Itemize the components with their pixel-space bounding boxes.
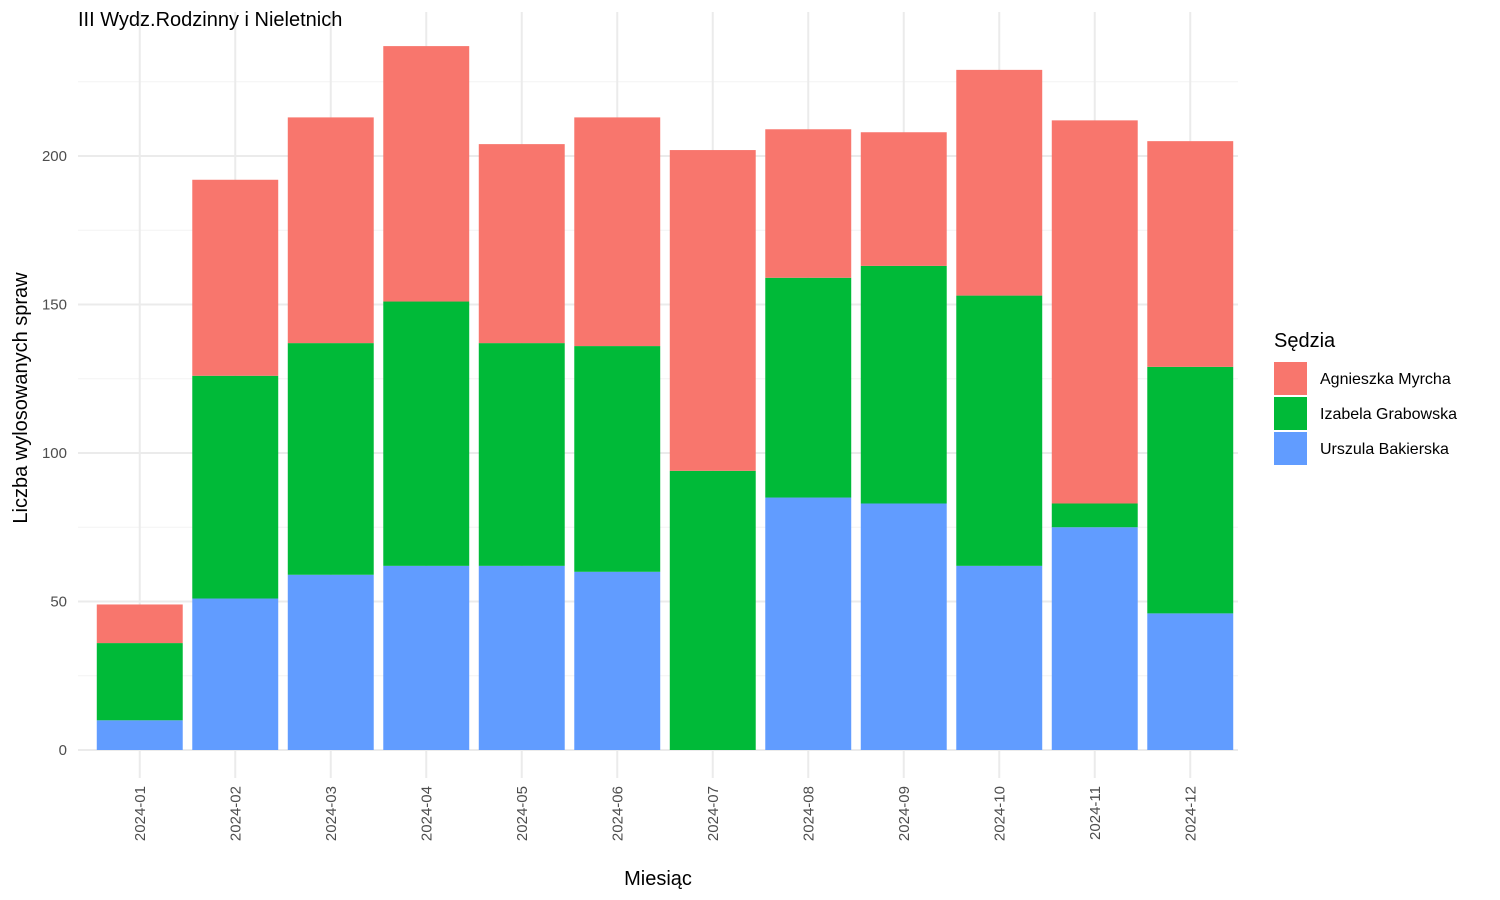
legend-title: Sędzia	[1274, 330, 1336, 352]
y-axis-title: Liczba wylosowanych spraw	[10, 272, 32, 524]
bar-segment	[574, 346, 661, 572]
bar-segment	[1147, 141, 1234, 367]
bar-segment	[765, 497, 852, 750]
bar-segment	[287, 574, 374, 750]
bar-segment	[765, 129, 852, 278]
bar-segment	[192, 179, 279, 376]
bar-segment	[383, 46, 470, 302]
legend: Sędzia Agnieszka Myrcha Izabela Grabowska…	[1274, 330, 1457, 465]
x-tick-label: 2024-05	[514, 786, 531, 841]
bar-segment	[956, 69, 1043, 296]
bar-segment	[860, 503, 947, 750]
x-tick-label: 2024-01	[132, 786, 149, 841]
bar-segment	[956, 565, 1043, 750]
x-tick-label: 2024-02	[227, 786, 244, 841]
bar-segment	[574, 117, 661, 347]
x-tick-label: 2024-09	[896, 786, 913, 841]
bar-segment	[478, 144, 565, 344]
legend-swatch	[1274, 362, 1307, 395]
bar-segment	[96, 720, 183, 750]
x-axis-ticks: 2024-01 2024-02 2024-03 2024-04 2024-05 2024-…	[132, 786, 1200, 841]
y-tick-label: 50	[50, 594, 67, 611]
bar-segment	[383, 565, 470, 750]
x-axis-title: Miesiąc	[624, 868, 692, 890]
y-tick-label: 200	[42, 148, 67, 165]
bar-segment	[287, 117, 374, 344]
legend-label: Agnieszka Myrcha	[1320, 371, 1451, 388]
x-tick-label: 2024-07	[705, 786, 722, 841]
y-axis-ticks: 0 50 100 150 200	[42, 148, 67, 759]
legend-label: Urszula Bakierska	[1320, 441, 1449, 458]
x-tick-label: 2024-04	[418, 786, 435, 841]
x-tick-label: 2024-03	[323, 786, 340, 841]
bar-segment	[765, 277, 852, 498]
bar-segment	[96, 643, 183, 721]
bar-segment	[1051, 503, 1138, 528]
bar-segment	[383, 301, 470, 566]
x-tick-label: 2024-06	[609, 786, 626, 841]
bar-segment	[96, 604, 183, 644]
legend-swatch	[1274, 397, 1307, 430]
bar-segment	[574, 571, 661, 750]
bar-segment	[1147, 366, 1234, 614]
bar-segment	[478, 343, 565, 566]
y-tick-label: 0	[59, 742, 67, 759]
bar-segment	[1147, 613, 1234, 750]
bar-segment	[1051, 120, 1138, 504]
legend-swatch	[1274, 432, 1307, 465]
bar-segment	[192, 598, 279, 750]
bar-segment	[192, 375, 279, 599]
x-tick-label: 2024-11	[1087, 786, 1104, 840]
chart-title: III Wydz.Rodzinny i Nieletnich	[78, 9, 342, 31]
bar-segment	[860, 132, 947, 266]
bar-segment	[860, 265, 947, 504]
y-tick-label: 150	[42, 297, 67, 314]
bar-segment	[956, 295, 1043, 566]
x-tick-label: 2024-12	[1182, 786, 1199, 841]
bars	[96, 46, 1234, 750]
bar-segment	[478, 565, 565, 750]
bar-segment	[1051, 527, 1138, 750]
bar-segment	[287, 343, 374, 575]
x-tick-label: 2024-10	[991, 786, 1008, 841]
y-tick-label: 100	[42, 445, 67, 462]
legend-label: Izabela Grabowska	[1320, 406, 1457, 423]
bar-segment	[669, 150, 756, 471]
x-tick-label: 2024-08	[800, 786, 817, 841]
bar-segment	[669, 470, 756, 750]
